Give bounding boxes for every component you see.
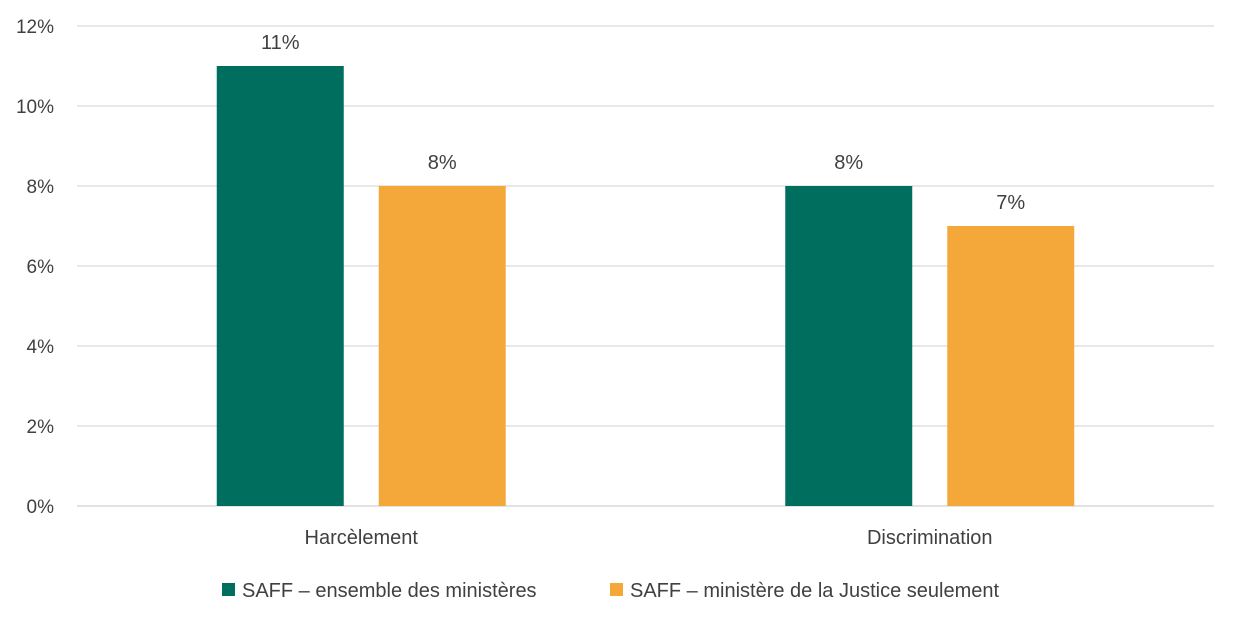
- y-axis: 0% 2% 4% 6% 8% 10% 12%: [16, 17, 54, 518]
- bar: [378, 186, 506, 506]
- legend-swatch: [610, 583, 623, 596]
- bar: [947, 226, 1075, 506]
- x-tick-label: Discrimination: [867, 527, 993, 549]
- legend-label: SAFF – ensemble des ministères: [242, 580, 537, 602]
- y-tick-label: 12%: [16, 17, 54, 38]
- legend: SAFF – ensemble des ministères SAFF – min…: [222, 580, 999, 602]
- y-tick-label: 4%: [27, 337, 55, 358]
- y-tick-label: 2%: [27, 417, 55, 438]
- legend-item: SAFF – ensemble des ministères: [222, 580, 537, 602]
- x-axis: Harcèlement Discrimination: [305, 527, 993, 549]
- y-tick-label: 8%: [27, 177, 55, 198]
- bar: [785, 186, 913, 506]
- data-label: 8%: [428, 152, 457, 174]
- data-label: 8%: [834, 152, 863, 174]
- y-tick-label: 0%: [27, 497, 55, 518]
- legend-item: SAFF – ministère de la Justice seulement: [610, 580, 999, 602]
- bars: [216, 66, 1075, 506]
- data-labels: 11% 8% 8% 7%: [261, 32, 1025, 214]
- y-tick-label: 6%: [27, 257, 55, 278]
- y-tick-label: 10%: [16, 97, 54, 118]
- data-label: 7%: [996, 192, 1025, 214]
- legend-label: SAFF – ministère de la Justice seulement: [630, 580, 999, 602]
- x-tick-label: Harcèlement: [305, 527, 419, 549]
- legend-swatch: [222, 583, 235, 596]
- data-label: 11%: [261, 32, 300, 54]
- bar: [216, 66, 344, 506]
